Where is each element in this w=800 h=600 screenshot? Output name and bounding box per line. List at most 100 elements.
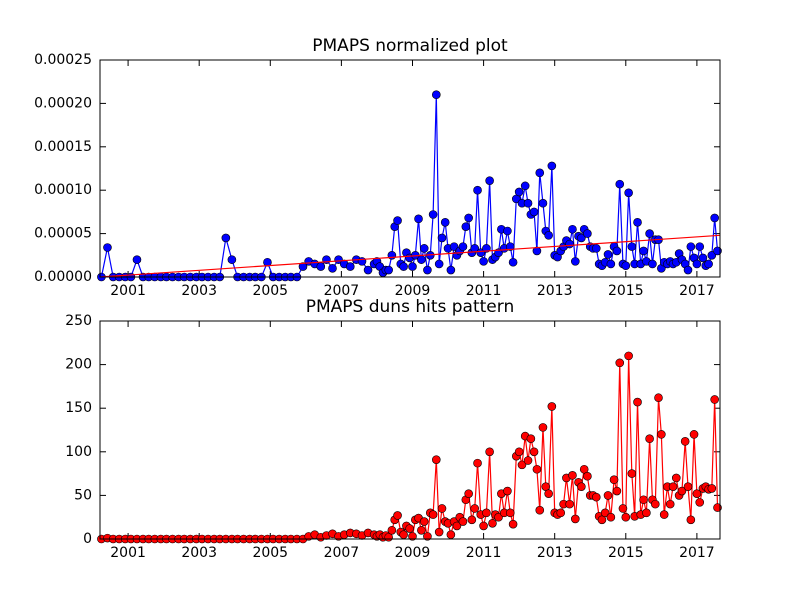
data-point xyxy=(600,508,610,518)
y-tick-label: 0.00005 xyxy=(34,226,92,242)
data-point xyxy=(503,486,512,496)
data-point xyxy=(467,515,477,525)
y-tick-label: 0 xyxy=(83,531,92,547)
data-point xyxy=(494,512,503,522)
y-tick-label: 150 xyxy=(65,400,92,416)
x-tick-label: 2005 xyxy=(252,283,288,299)
data-point xyxy=(408,532,417,541)
data-point xyxy=(428,210,438,219)
data-point xyxy=(686,242,696,251)
data-point xyxy=(645,229,654,238)
data-point xyxy=(710,395,719,404)
data-point xyxy=(399,530,408,539)
data-point xyxy=(698,253,708,263)
data-point xyxy=(591,244,601,253)
data-point xyxy=(446,265,456,275)
y-tick-label: 200 xyxy=(65,357,92,373)
data-point xyxy=(505,242,515,251)
data-point xyxy=(535,168,545,178)
axes-frame xyxy=(99,320,721,540)
data-point xyxy=(597,515,607,525)
data-point xyxy=(387,525,397,535)
data-point xyxy=(523,198,533,208)
data-point xyxy=(547,402,557,411)
x-tick-label: 2011 xyxy=(466,545,502,561)
data-point xyxy=(579,464,589,474)
x-tick-label: 2013 xyxy=(537,545,573,561)
data-point xyxy=(298,262,308,271)
x-tick-label: 2009 xyxy=(395,283,431,299)
data-point xyxy=(446,530,456,539)
data-point xyxy=(544,231,553,240)
data-point xyxy=(671,473,681,483)
y-tick-label: 0.00010 xyxy=(34,182,92,198)
data-point xyxy=(399,262,408,271)
data-point xyxy=(103,243,112,252)
chart-title: PMAPS duns hits pattern xyxy=(306,297,514,317)
data-point xyxy=(473,458,482,468)
data-point xyxy=(565,499,574,509)
data-point xyxy=(639,495,648,505)
data-point xyxy=(680,437,690,446)
data-point xyxy=(642,508,651,518)
data-point xyxy=(482,508,491,518)
series-line xyxy=(99,234,721,278)
x-tick-label: 2017 xyxy=(679,283,715,299)
data-point xyxy=(612,486,622,496)
data-point xyxy=(615,358,625,368)
chart-title: PMAPS normalized plot xyxy=(312,36,508,56)
data-point xyxy=(357,257,367,266)
x-tick-label: 2009 xyxy=(395,545,431,561)
data-point xyxy=(434,527,444,537)
data-point xyxy=(437,233,447,243)
data-point xyxy=(479,257,488,266)
y-tick-label: 0.00025 xyxy=(34,52,92,68)
data-point xyxy=(464,213,473,223)
data-point xyxy=(707,484,717,493)
data-point xyxy=(405,524,414,533)
data-point xyxy=(609,475,619,485)
data-point xyxy=(683,265,693,275)
data-point xyxy=(657,430,666,439)
data-point xyxy=(432,455,441,464)
x-tick-label: 2003 xyxy=(181,545,217,561)
y-tick-label: 250 xyxy=(65,313,92,329)
data-point xyxy=(568,471,577,480)
x-tick-label: 2003 xyxy=(181,283,217,299)
y-tick-label: 0.00020 xyxy=(34,95,92,111)
data-point xyxy=(565,239,574,249)
data-point xyxy=(393,216,402,225)
data-point xyxy=(606,259,616,269)
data-point xyxy=(544,489,553,498)
data-point xyxy=(710,213,719,223)
data-point xyxy=(132,255,142,264)
data-point xyxy=(624,351,633,361)
x-tick-label: 2011 xyxy=(466,283,502,299)
data-point xyxy=(345,262,355,271)
data-point xyxy=(485,447,494,457)
data-point xyxy=(583,229,592,238)
data-point xyxy=(520,181,530,191)
data-point xyxy=(692,259,702,269)
data-point xyxy=(577,233,586,243)
data-point xyxy=(668,482,678,491)
data-point xyxy=(692,489,702,498)
data-point xyxy=(461,222,471,231)
data-point xyxy=(384,265,393,275)
data-point xyxy=(532,464,542,474)
data-point xyxy=(458,517,468,526)
data-point xyxy=(591,492,601,502)
data-point xyxy=(547,161,557,171)
data-point xyxy=(328,264,337,273)
data-point xyxy=(517,460,527,470)
data-point xyxy=(535,505,545,515)
data-point xyxy=(639,246,648,256)
data-point xyxy=(414,214,423,224)
data-point xyxy=(458,242,468,251)
data-point xyxy=(707,251,717,260)
x-tick-label: 2005 xyxy=(252,545,288,561)
data-point xyxy=(408,262,417,271)
data-point xyxy=(393,511,402,520)
